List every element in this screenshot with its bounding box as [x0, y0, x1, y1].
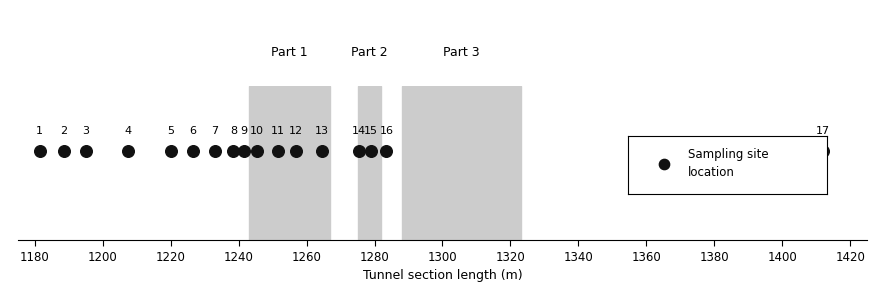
Bar	[402, 86, 520, 240]
Point	[236, 148, 250, 153]
Text: Part 2: Part 2	[351, 46, 388, 59]
Text: 11: 11	[271, 126, 285, 136]
Text: 10: 10	[250, 126, 265, 136]
Text: 12: 12	[289, 126, 304, 136]
Point	[57, 148, 71, 153]
Point	[250, 148, 265, 153]
Text: 4: 4	[125, 126, 132, 136]
Point	[816, 148, 830, 153]
Point	[227, 148, 241, 153]
Bar	[358, 86, 381, 240]
Text: 6: 6	[189, 126, 196, 136]
Text: 5: 5	[167, 126, 174, 136]
Text: 8: 8	[230, 126, 237, 136]
Text: 13: 13	[315, 126, 329, 136]
Point	[380, 148, 394, 153]
Point	[364, 148, 378, 153]
Point	[164, 148, 178, 153]
Text: 16: 16	[380, 126, 394, 136]
Text: Part 3: Part 3	[442, 46, 480, 59]
Text: 14: 14	[352, 126, 366, 136]
Point	[352, 148, 366, 153]
Text: 15: 15	[364, 126, 378, 136]
Text: 1: 1	[36, 126, 43, 136]
Point	[315, 148, 329, 153]
Point	[79, 148, 93, 153]
Text: 3: 3	[82, 126, 89, 136]
Point	[271, 148, 285, 153]
Text: 9: 9	[240, 126, 247, 136]
Text: 7: 7	[212, 126, 219, 136]
Point	[121, 148, 135, 153]
Text: 2: 2	[60, 126, 67, 136]
Point	[208, 148, 222, 153]
Bar	[249, 86, 330, 240]
Point	[289, 148, 304, 153]
X-axis label: Tunnel section length (m): Tunnel section length (m)	[363, 269, 522, 282]
Text: 17: 17	[816, 126, 830, 136]
Text: Part 1: Part 1	[272, 46, 308, 59]
Point	[186, 148, 200, 153]
Point	[33, 148, 47, 153]
